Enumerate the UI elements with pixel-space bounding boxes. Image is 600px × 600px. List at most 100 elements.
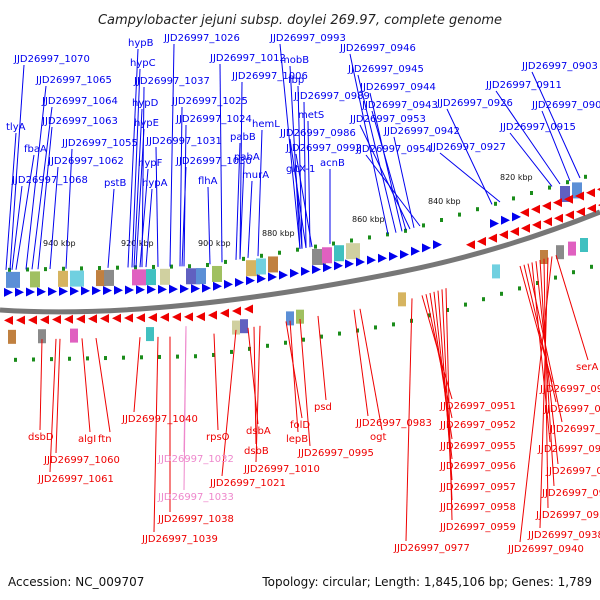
reverse-leader-line [247,327,259,425]
forward-leader-line [279,43,301,250]
forward-gene-label: JJD26997_0992 [285,143,362,154]
forward-gene-arrow [433,240,442,250]
forward-leader-line [107,188,115,268]
forward-gene-label: JJD26997_1063 [41,116,118,127]
forward-leader-line [239,81,243,260]
forward-gene-arrow [490,219,499,228]
reverse-gene-label: JJD26997_0995 [297,448,374,459]
forward-gene-arrow [59,286,68,296]
forward-gene-arrow [235,278,244,288]
forward-gene-arrow [356,257,365,267]
tick-mark [122,355,125,360]
reverse-gene-arrow [565,210,574,220]
forward-leader-line [141,86,145,268]
forward-gene-label: hypB [128,38,154,49]
forward-gene-label: hypF [138,158,163,169]
forward-leader-line [25,85,47,270]
reverse-gene-arrow [564,194,573,204]
forward-leader-line [359,124,411,230]
tick-mark [278,250,281,255]
forward-gene-label: hemL [252,119,280,130]
reverse-gene-label: psd [314,402,332,413]
forward-gene-label: JJD26997_0915 [499,122,576,133]
forward-gene-label: JJD26997_0905 [531,100,600,111]
forward-gene-arrow [334,261,343,271]
forward-leader-line [307,120,311,248]
scale-label: 940 kbp [43,239,76,248]
reverse-gene-arrow [136,313,145,323]
forward-leader-line [181,166,187,267]
forward-leader-line [247,180,253,258]
forward-leader-line [31,106,53,270]
tick-mark [212,352,215,357]
forward-gene-arrow [246,276,255,286]
forward-gene-arrow [501,215,510,225]
reverse-leader-line [523,264,557,403]
reverse-gene-arrow [64,314,73,324]
forward-gene-label: JJD26997_1012 [209,53,286,64]
forward-gene-label: JJD26997_0944 [359,82,436,93]
tick-mark [422,223,425,228]
forward-gene-label: tlyA [6,122,26,133]
reverse-leader-line [359,308,383,431]
tick-mark [584,174,587,179]
feature-block [104,269,114,286]
forward-gene-arrow [180,284,189,294]
reverse-leader-line [425,294,453,419]
reverse-gene-label: JJD26997_1038 [157,514,234,525]
tick-mark [194,354,197,359]
reverse-gene-label: JJD26997_0951 [439,401,516,412]
reverse-gene-arrow [542,201,551,211]
reverse-gene-label: JJD26997_0955 [439,441,516,452]
forward-leader-line [531,71,581,179]
forward-leader-line [155,146,159,267]
reverse-gene-label: dsbD [28,432,54,443]
forward-gene-arrow [378,253,387,263]
tick-mark [44,267,47,272]
forward-leader-line [239,162,245,260]
reverse-leader-line [543,258,549,509]
scale-label: 900 kbp [198,239,231,248]
forward-gene-arrow [290,268,299,278]
reverse-leader-line [39,339,43,431]
reverse-gene-label: JJD26997_0958 [439,502,516,513]
tick-mark [68,356,71,361]
forward-leader-line [207,186,211,265]
forward-gene-arrow [92,286,101,296]
tick-mark [512,196,515,201]
tick-mark [14,357,17,362]
forward-leader-line [393,136,415,228]
forward-gene-arrow [389,251,398,261]
forward-gene-label: hypA [142,178,168,189]
feature-block [146,269,156,286]
forward-leader-line [439,152,501,203]
forward-gene-label: pabB [230,132,256,143]
forward-gene-label: JJD26997_1025 [171,96,248,107]
reverse-gene-arrow [196,312,205,322]
forward-leader-line [49,166,59,270]
forward-leader-line [5,132,17,270]
tick-mark [98,266,101,271]
forward-gene-label: hypE [134,118,159,129]
forward-gene-arrow [213,281,222,291]
tick-mark [140,355,143,360]
forward-leader-line [37,126,53,270]
tick-mark [458,212,461,217]
reverse-gene-arrow [587,203,596,213]
feature-block [132,269,146,286]
forward-gene-label: JJD26997_1068 [11,175,88,186]
tick-mark [482,297,485,302]
tick-mark [230,349,233,354]
tick-mark [302,337,305,342]
feature-block [568,241,576,256]
tick-mark [284,340,287,345]
tick-mark [440,218,443,222]
forward-gene-label: JJD26997_0927 [429,142,506,153]
reverse-leader-line [519,256,553,543]
forward-gene-label: JJD26997_0911 [485,80,562,91]
reverse-leader-line [55,338,61,454]
forward-gene-label: JJD26997_1062 [47,156,124,167]
reverse-gene-label: ogt [370,432,386,443]
tick-mark [314,244,317,249]
forward-leader-line [169,43,175,267]
